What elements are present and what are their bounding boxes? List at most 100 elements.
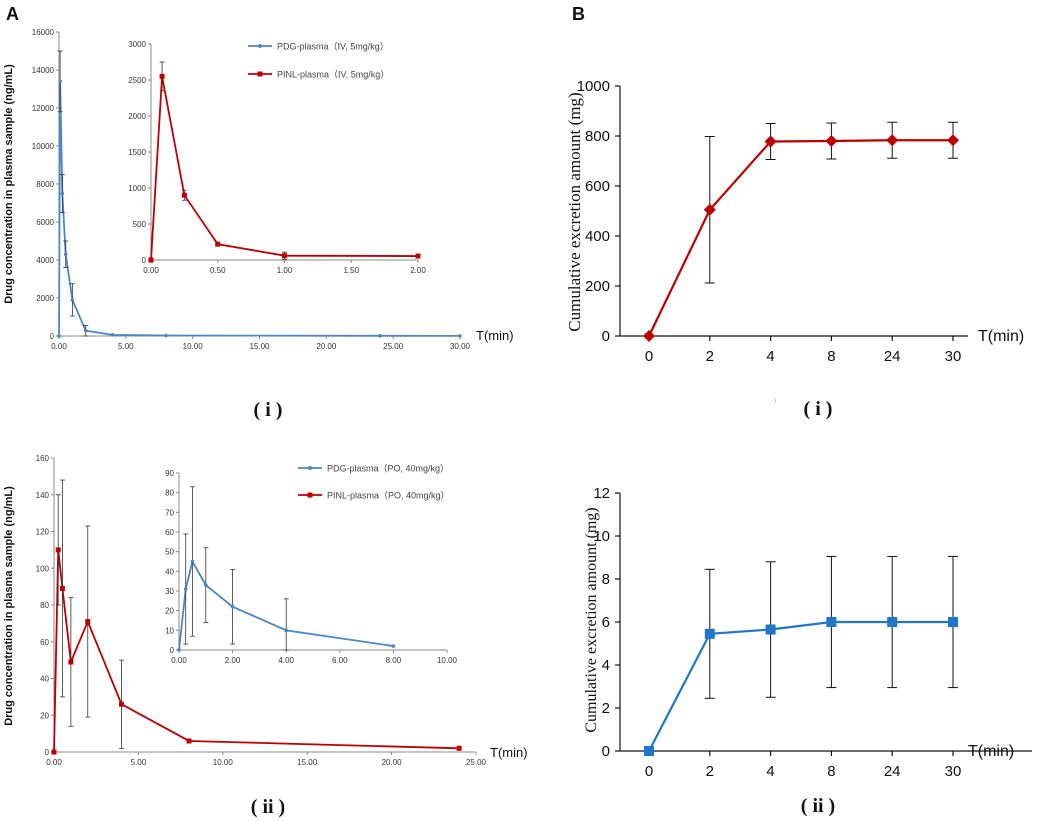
a-i-main-x-tick-label: 0.00 [51,342,67,351]
b-i-y-tick-label: 600 [585,178,610,195]
b-i-data-point [825,135,838,147]
b-ii-x-tick-label: 24 [884,763,901,780]
a-i-inset-x-tick-label: 2.00 [410,266,426,275]
a-i-inset-series-line [150,76,419,261]
a-ii-main-y-tick-label: 100 [36,564,50,573]
a-i-inset-y-tick-label: 2500 [128,76,146,85]
a-i-legend-pinl-label: PINL-plasma（IV, 5mg/kg） [277,70,389,80]
caption-b-i-mark: ·) [772,398,776,404]
a-i-main-data-point [70,298,75,302]
a-ii-inset-y-tick-label: 70 [165,508,174,517]
a-ii-main-y-tick-label: 120 [36,528,50,537]
a-i-inset-data-point [415,253,421,259]
caption-b-ii: ( ii ) [801,795,835,817]
a-ii-legend-pdg-swatch-marker [308,466,312,470]
a-ii-inset-x-tick-label: 10.00 [437,656,458,665]
b-ii-x-tick-label: 30 [945,763,962,780]
caption-b-i: ( i ) [804,398,833,420]
panel-label-a: A [6,4,19,24]
b-i-y-tick-label: 400 [585,228,610,245]
b-ii-x-tick-label: 4 [766,763,774,780]
a-ii-main-y-tick-label: 160 [36,454,50,463]
a-ii-main-y-tick-label: 140 [36,491,50,500]
a-ii-main-data-point [68,659,74,665]
a-ii-inset-x-tick-label: 0.00 [171,656,187,665]
b-i-x-tick-label: 24 [884,348,901,365]
b-i-x-tick-label: 2 [706,348,714,365]
b-i-data-point [703,203,716,216]
a-ii-inset-y-tick-label: 10 [165,626,174,635]
a-i-main-y-tick-label: 6000 [36,218,54,227]
a-i-main-data-point [60,191,65,196]
a-i-inset-y-tick-label: 0 [142,256,147,265]
b-ii-y-tick-label: 2 [602,700,610,717]
a-ii-main-data-point [85,619,91,625]
a-ii-main-x-tick-label: 20.00 [382,758,403,767]
a-ii-main-data-point [51,749,57,755]
a-i-legend-pinl-swatch-marker [257,71,263,77]
a-ii-main-data-point [119,701,125,707]
a-i-main-y-tick-label: 0 [50,332,55,341]
b-ii-data-point [644,746,654,756]
a-ii-legend-pdg-label: PDG-plasma（PO, 40mg/kg） [327,464,449,474]
a-i-inset-y-tick-label: 500 [133,220,147,229]
a-i-main-x-tick-label: 25.00 [383,342,404,351]
b-ii-x-axis-title: T(min) [968,743,1014,760]
a-i-main-y-tick-label: 12000 [32,104,55,113]
b-ii-x-tick-label: 2 [706,763,714,780]
b-i-x-tick-label: 8 [827,348,835,365]
a-i-main-data-point [458,334,462,338]
a-ii-legend-pinl-swatch-marker [307,492,313,498]
a-i-main-x-tick-label: 20.00 [316,342,337,351]
a-ii-inset-y-tick-label: 80 [165,489,174,498]
a-i-inset-y-tick-label: 1500 [128,148,146,157]
a-i-main-data-point [58,79,62,84]
a-ii-main-y-tick-label: 60 [40,638,49,647]
a-i-inset-data-point [215,241,221,247]
b-i-data-point [764,135,777,148]
b-ii-series-line [648,620,953,752]
b-ii-data-point [765,624,776,635]
panel-label-b: B [572,4,585,24]
a-ii-inset-data-point [391,644,396,648]
a-i-inset-data-point [181,192,187,198]
a-i-legend-pdg-swatch-marker [258,44,262,48]
a-i-main-x-tick-label: 10.00 [183,342,204,351]
b-ii-y-tick-label: 10 [593,528,610,545]
a-ii-main-y-tick-label: 0 [45,748,50,757]
chart-a-i: 0.00 5.00 10.00 15.00 20.00 25.00 30.00 0 2000 40… [3,28,514,351]
a-i-inset-y-tick-label: 1000 [128,184,146,193]
a-ii-y-axis-title: Drug concentration in plasma sample (ng/… [3,486,15,726]
a-ii-main-x-tick-label: 25.00 [466,758,487,767]
a-i-inset-x-tick-label: 1.00 [277,266,293,275]
b-i-x-axis-title: T(min) [978,328,1024,345]
a-i-main-y-tick-label: 8000 [36,180,54,189]
b-ii-y-tick-label: 4 [602,657,610,674]
b-ii-x-tick-label: 8 [827,763,835,780]
b-i-data-point [947,134,959,147]
a-ii-inset-data-point [230,604,235,609]
b-ii-y-axis-title: Cumulative excretion amount (mg) [583,507,600,732]
b-i-x-tick-label: 4 [766,348,774,365]
a-ii-inset-data-point [190,559,195,564]
b-i-data-point [886,134,899,147]
a-ii-inset-y-tick-label: 90 [165,469,174,478]
a-ii-x-axis-title: T(min) [490,745,528,760]
a-i-main-data-point [63,252,68,257]
a-ii-inset-x-tick-label: 4.00 [278,656,294,665]
a-i-inset-y-tick-label: 3000 [128,40,146,49]
a-i-main-data-point [83,328,88,333]
b-ii-data-point [887,617,898,627]
a-ii-main-data-point [186,738,192,744]
a-i-main-data-point [164,333,168,338]
a-i-inset-x-tick-label: 0.50 [210,266,226,275]
b-i-y-tick-label: 800 [585,128,610,145]
a-ii-main-x-tick-label: 15.00 [297,758,318,767]
a-ii-main-x-tick-label: 5.00 [131,758,147,767]
a-ii-inset-y-tick-label: 30 [165,587,174,596]
a-i-inset-x-tick-label: 1.50 [343,266,359,275]
a-ii-inset-y-tick-label: 20 [165,607,174,616]
a-ii-inset-data-point [177,648,181,652]
